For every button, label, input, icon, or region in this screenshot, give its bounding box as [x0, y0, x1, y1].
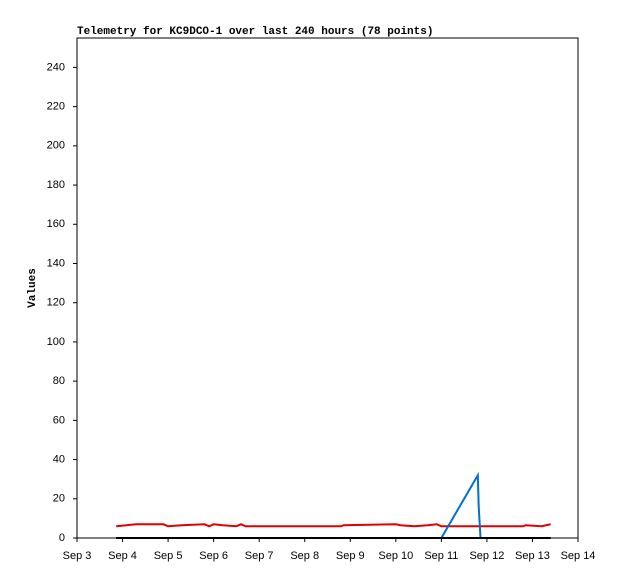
y-tick-label: 60 [53, 414, 65, 426]
x-tick-label: Sep 5 [154, 550, 183, 562]
series-line [116, 523, 551, 528]
x-tick-label: Sep 10 [378, 550, 413, 562]
x-tick-label: Sep 11 [424, 550, 458, 562]
y-tick-label: 240 [47, 61, 65, 73]
x-tick-label: Sep 13 [515, 550, 550, 562]
y-tick-label: 120 [47, 297, 65, 309]
y-tick-label: 160 [47, 218, 65, 230]
y-tick-label: 140 [47, 257, 65, 269]
x-tick-label: Sep 6 [199, 550, 228, 562]
x-tick-label: Sep 7 [245, 550, 274, 562]
y-tick-label: 0 [59, 532, 65, 544]
x-tick-label: Sep 12 [469, 550, 504, 562]
y-tick-label: 180 [47, 179, 65, 191]
y-tick-label: 200 [47, 140, 65, 152]
chart-title: Telemetry for KC9DCO-1 over last 240 hou… [77, 26, 433, 38]
y-axis-label: Values [27, 268, 39, 308]
x-tick-label: Sep 9 [336, 550, 365, 562]
plot-frame [76, 37, 579, 539]
x-tick-label: Sep 8 [290, 550, 319, 562]
series-line [116, 471, 551, 539]
y-tick-label: 80 [53, 375, 65, 387]
y-tick-label: 20 [53, 493, 65, 505]
y-tick-label: 40 [53, 453, 65, 465]
x-tick-label: Sep 4 [108, 550, 137, 562]
y-tick-label: 100 [47, 336, 65, 348]
x-tick-label: Sep 3 [63, 550, 92, 562]
y-tick-label: 220 [47, 101, 65, 113]
x-tick-label: Sep 14 [561, 550, 596, 562]
